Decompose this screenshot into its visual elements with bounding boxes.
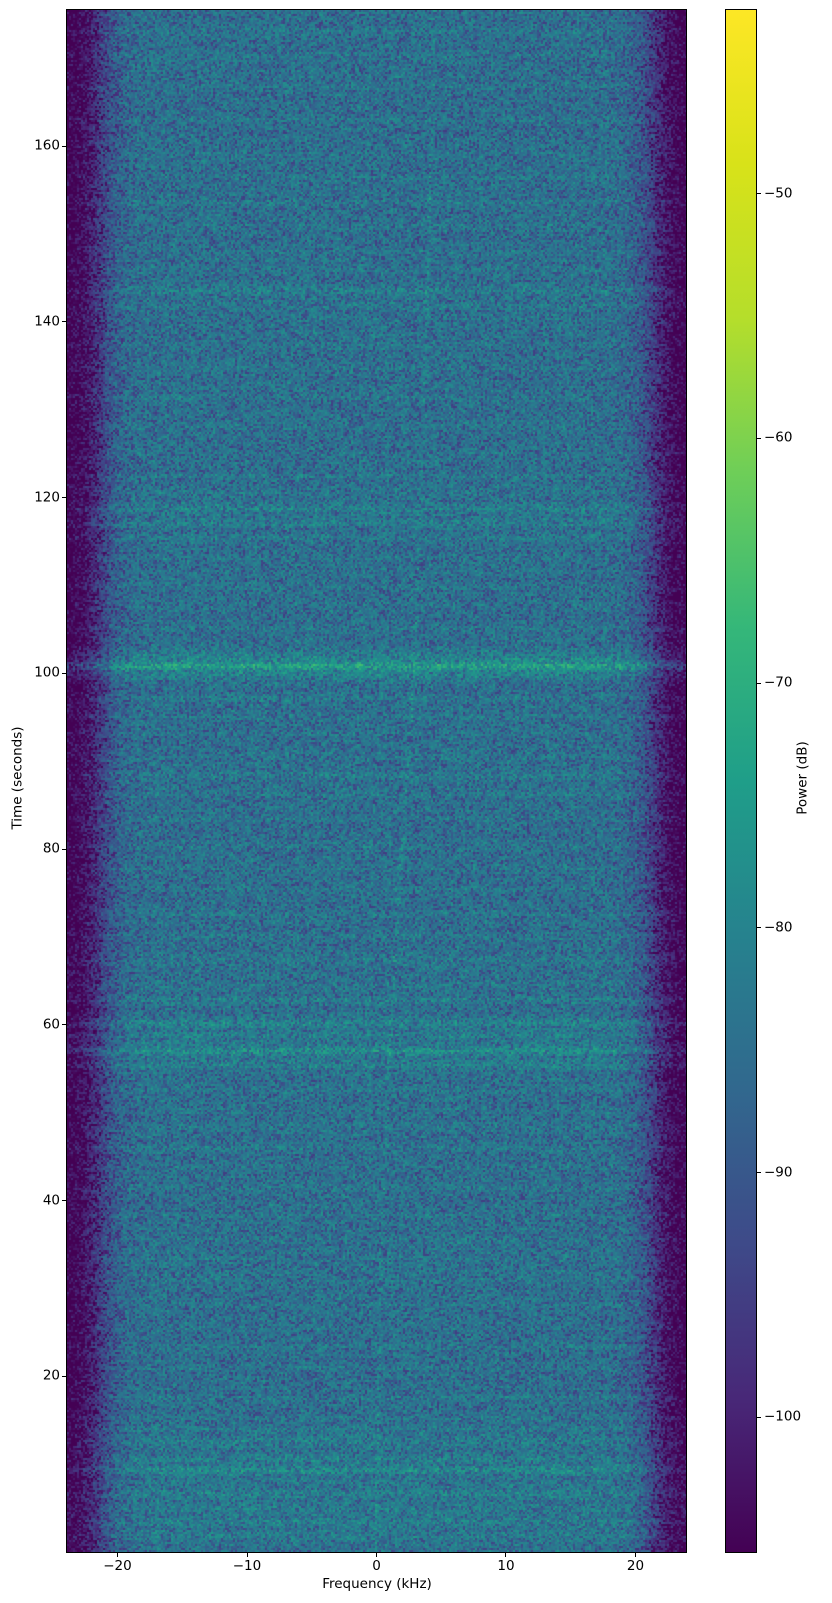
y-tick-mark xyxy=(62,1024,66,1026)
y-tick-label: 20 xyxy=(42,1367,60,1384)
colorbar-tick-mark xyxy=(757,1172,761,1174)
x-tick-label: −20 xyxy=(103,1558,132,1574)
y-tick-mark xyxy=(62,145,66,147)
colorbar-tick-label: −50 xyxy=(764,184,793,201)
y-tick-mark xyxy=(62,1375,66,1377)
colorbar-tick-label: −90 xyxy=(764,1163,793,1180)
x-tick-label: −10 xyxy=(232,1558,262,1574)
y-axis-label: Time (seconds) xyxy=(9,726,26,830)
x-tick-mark xyxy=(246,1553,248,1557)
y-tick-label: 40 xyxy=(42,1191,60,1208)
plot-area xyxy=(66,9,687,1553)
x-tick-mark xyxy=(117,1553,118,1557)
y-tick-label: 80 xyxy=(42,840,60,857)
colorbar-tick-label: −70 xyxy=(764,674,793,691)
x-tick-mark xyxy=(376,1553,377,1557)
y-tick-mark xyxy=(62,672,66,674)
colorbar-tick-label: −100 xyxy=(764,1408,802,1425)
x-axis-label: Frequency (kHz) xyxy=(322,1576,432,1592)
colorbar-tick-mark xyxy=(757,437,761,439)
y-tick-mark xyxy=(62,497,66,499)
colorbar-tick-label: −80 xyxy=(764,919,793,936)
x-tick-mark xyxy=(505,1553,507,1557)
colorbar-label: Power (dB) xyxy=(794,741,811,815)
y-tick-mark xyxy=(62,1200,66,1202)
colorbar-tick-label: −60 xyxy=(764,429,793,446)
x-tick-label: 10 xyxy=(497,1558,515,1574)
y-tick-mark xyxy=(62,321,66,323)
colorbar-tick-mark xyxy=(757,193,761,195)
colorbar xyxy=(725,9,757,1553)
y-tick-label: 100 xyxy=(34,664,60,681)
y-tick-label: 160 xyxy=(34,137,60,154)
colorbar-tick-mark xyxy=(757,927,761,929)
x-tick-label: 0 xyxy=(372,1558,381,1574)
y-tick-label: 60 xyxy=(42,1016,60,1033)
y-tick-label: 140 xyxy=(34,313,60,330)
x-tick-label: 20 xyxy=(626,1558,645,1574)
y-tick-mark xyxy=(62,848,66,850)
y-tick-label: 120 xyxy=(34,488,60,505)
colorbar-tick-mark xyxy=(757,682,761,684)
x-tick-mark xyxy=(634,1553,636,1557)
spectrogram-image xyxy=(67,10,686,1552)
colorbar-tick-mark xyxy=(757,1416,761,1418)
